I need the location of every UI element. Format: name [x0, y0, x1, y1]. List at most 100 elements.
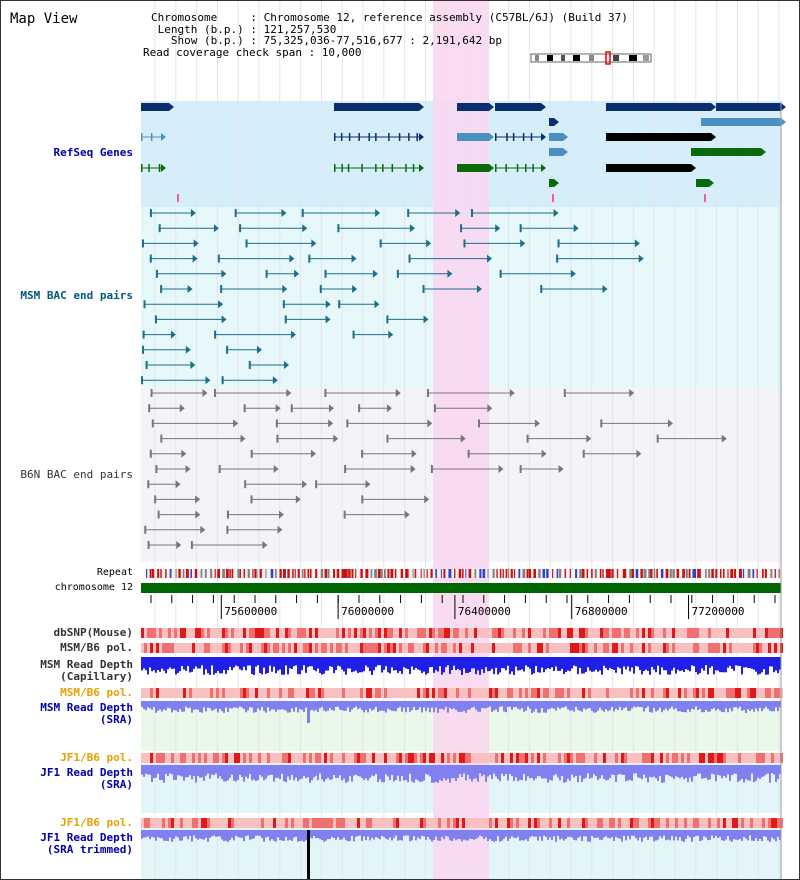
b6n-bac-end	[343, 510, 346, 519]
jf1-trim-depth-bar	[239, 830, 241, 838]
jf1-trim-depth-bar	[365, 830, 367, 841]
jf1-pol2-cell	[462, 818, 465, 828]
jf1-pol2-cell	[330, 818, 333, 828]
b6n-bac-end	[176, 541, 182, 549]
jf1-sra-depth-bar	[451, 765, 453, 779]
msm-cap-depth-bar	[185, 657, 187, 671]
msm-cap-depth-bar	[639, 657, 641, 671]
jf1-trim-depth-bar	[527, 830, 529, 842]
jf1-sra-depth-bar	[557, 765, 559, 778]
msm-pol-cell	[180, 643, 183, 653]
msm-pol-cell	[693, 643, 696, 653]
jf1-trim-depth-bar	[315, 830, 317, 839]
msm-pol-cell	[708, 643, 711, 653]
gene-exon	[495, 133, 497, 141]
msm-sra-depth-bar	[359, 701, 361, 708]
jf1-trim-depth-bar	[349, 830, 351, 841]
msm-pol2-cell	[603, 688, 606, 698]
jf1-pol2-cell	[147, 818, 150, 828]
msm-cap-depth-bar	[193, 657, 195, 669]
jf1-pol-cell	[408, 753, 411, 763]
msm-pol2-cell	[468, 688, 471, 698]
msm-bac-end	[352, 330, 355, 339]
jf1-pol2-cell	[672, 818, 675, 828]
msm-cap-depth-bar	[347, 657, 349, 669]
jf1-sra-depth-bar	[189, 765, 191, 776]
jf1-sra-depth-bar	[569, 765, 571, 781]
msm-pol2-cell	[249, 688, 252, 698]
jf1-pol-cell	[270, 753, 273, 763]
msm-pol-cell	[672, 643, 675, 653]
msm-pol2-cell	[600, 688, 603, 698]
msm-pol2-cell	[393, 688, 396, 698]
jf1-pol-cell	[273, 753, 276, 763]
msm-cap-depth-bar	[547, 657, 549, 668]
jf1-pol2-cell	[339, 818, 342, 828]
repeat-element	[522, 569, 526, 578]
msm-sra-depth-bar	[459, 701, 461, 712]
dbsnp-cell	[333, 628, 336, 638]
msm-sra-depth-bar	[631, 701, 633, 709]
jf1-sra-depth-bar	[631, 765, 633, 781]
msm-sra-depth-bar	[651, 701, 653, 713]
jf1-sra-depth-bar	[507, 765, 509, 781]
msm-cap-depth-bar	[195, 657, 197, 667]
jf1-trim-depth-bar	[233, 830, 235, 841]
msm-sra-depth-bar	[515, 701, 517, 707]
repeat-element	[581, 569, 585, 578]
msm-pol2-cell	[459, 688, 462, 698]
jf1-sra-depth-bar	[481, 765, 483, 777]
jf1-sra-depth-bar	[623, 765, 625, 776]
msm-pol2-cell	[714, 688, 717, 698]
msm-cap-depth-bar	[651, 657, 653, 667]
jf1-pol2-cell	[408, 818, 411, 828]
dbsnp-cell	[243, 628, 246, 638]
jf1-pol2-cell	[732, 818, 735, 828]
jf1-pol-cell	[537, 753, 540, 763]
jf1-trim-depth-bar	[559, 830, 561, 840]
jf1-trim-depth-bar	[243, 830, 245, 842]
jf1-trim-depth-bar	[595, 830, 597, 838]
msm-sra-depth-bar	[683, 701, 685, 713]
jf1-sra-depth-bar	[319, 765, 321, 774]
axis-tick-label: 75600000	[224, 605, 277, 618]
dbsnp-cell	[504, 628, 507, 638]
msm-pol2-cell	[699, 688, 702, 698]
msm-pol2-cell	[183, 688, 186, 698]
jf1-pol2-cell	[618, 818, 621, 828]
msm-pol2-cell	[342, 688, 345, 698]
jf1-trim-depth-bar	[725, 830, 727, 840]
msm-cap-depth-bar	[203, 657, 205, 675]
msm-cap-depth-bar	[461, 657, 463, 675]
msm-bac-end	[476, 285, 482, 293]
jf1-sra-depth-bar	[519, 765, 521, 780]
jf1-trim-depth-bar	[435, 830, 437, 837]
msm-sra-depth-bar	[329, 701, 331, 708]
msm-cap-depth-bar	[177, 657, 179, 673]
msm-pol2-cell	[489, 688, 492, 698]
msm-sra-depth-bar	[639, 701, 641, 707]
msm-pol2-cell	[513, 688, 516, 698]
jf1-sra-depth-bar	[365, 765, 367, 779]
repeat-element	[210, 569, 213, 578]
jf1-pol-cell	[321, 753, 324, 763]
jf1-pol2-cell	[636, 818, 639, 828]
jf1-pol2-cell	[459, 818, 462, 828]
jf1-sra-depth-bar	[275, 765, 277, 778]
jf1-pol2-cell	[483, 818, 486, 828]
jf1-trim-depth-bar	[491, 830, 493, 841]
jf1-pol-cell	[693, 753, 696, 763]
msm-sra-depth-bar	[317, 701, 319, 713]
msm-pol2-cell	[531, 688, 534, 698]
jf1-trim-depth-bar	[709, 830, 711, 840]
msm-cap-depth-bar	[565, 657, 567, 673]
b6n-bac-end	[411, 449, 417, 458]
jf1-pol-cell	[336, 753, 339, 763]
msm-sra-depth-bar	[355, 701, 357, 707]
msm-cap-depth-bar	[343, 657, 345, 672]
msm-pol2-cell	[555, 688, 558, 698]
msm-cap-depth-bar	[695, 657, 697, 673]
repeat-element	[526, 569, 529, 578]
msm-pol-cell	[555, 643, 558, 653]
